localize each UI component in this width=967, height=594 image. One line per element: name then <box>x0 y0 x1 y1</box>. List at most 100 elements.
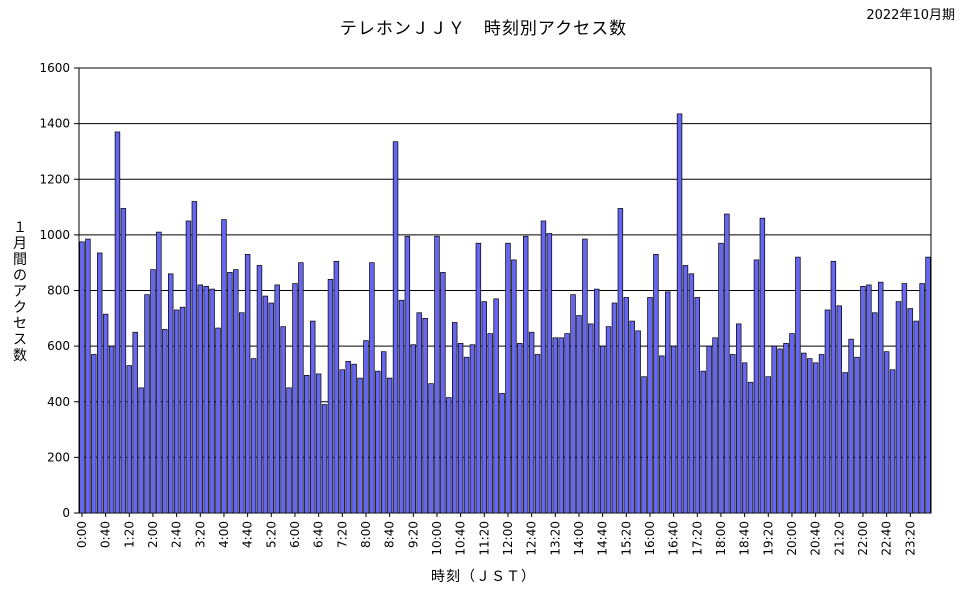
bar <box>747 381 754 514</box>
bar <box>250 358 257 514</box>
bar <box>434 235 440 514</box>
x-tick-label: 19:20 <box>761 521 775 556</box>
bar <box>889 369 896 514</box>
bar <box>262 295 269 514</box>
bar <box>593 288 600 514</box>
bar <box>528 331 535 514</box>
bar <box>179 306 186 514</box>
bar <box>552 337 559 514</box>
bar <box>102 313 109 514</box>
bar <box>664 291 671 514</box>
bar <box>759 217 766 514</box>
bar <box>274 284 280 514</box>
bar <box>114 131 121 514</box>
bar <box>315 373 322 514</box>
bar <box>469 344 476 514</box>
x-tick-label: 1:20 <box>122 521 136 548</box>
bar <box>511 259 517 514</box>
bar <box>96 252 103 514</box>
bar <box>173 309 180 514</box>
x-tick-label: 14:00 <box>572 521 586 556</box>
bar <box>132 331 138 514</box>
bar <box>854 356 860 514</box>
bar <box>830 260 837 514</box>
bar <box>641 376 647 514</box>
chart-title: テレホンＪＪＹ 時刻別アクセス数 <box>339 19 628 39</box>
x-tick-label: 2:00 <box>146 521 160 548</box>
bar <box>765 376 772 514</box>
bar <box>386 377 393 514</box>
bar <box>907 308 914 514</box>
bar <box>446 397 452 514</box>
bar <box>836 305 843 514</box>
bar <box>475 242 482 514</box>
x-tick-label: 13:20 <box>548 521 562 556</box>
bar <box>422 317 428 514</box>
x-tick-label: 18:00 <box>714 521 728 556</box>
x-tick-label: 3:20 <box>193 521 207 548</box>
bar <box>162 329 168 514</box>
bar <box>227 272 233 514</box>
bar <box>440 272 446 514</box>
bar <box>913 320 919 514</box>
bar <box>635 330 641 514</box>
bar <box>653 253 659 514</box>
x-tick-label: 16:40 <box>667 521 681 556</box>
bar <box>919 283 925 514</box>
bar <box>292 283 298 514</box>
bar <box>694 297 701 514</box>
x-tick-label: 17:20 <box>690 521 704 556</box>
bar <box>191 201 198 514</box>
bar <box>327 279 334 514</box>
bar <box>481 301 488 514</box>
bar <box>298 262 304 514</box>
bar <box>85 238 91 514</box>
bar <box>238 312 245 514</box>
bar <box>505 242 511 514</box>
bar <box>108 345 115 514</box>
bar <box>268 302 275 514</box>
bar <box>629 320 635 514</box>
bar <box>925 256 931 514</box>
bar <box>877 281 884 514</box>
bar <box>534 354 541 514</box>
bar <box>540 220 547 514</box>
x-tick-label: 2:40 <box>170 521 184 548</box>
bar <box>392 141 399 514</box>
bar <box>706 345 712 514</box>
bar <box>700 370 706 514</box>
bar <box>156 231 162 514</box>
bar <box>286 387 292 514</box>
bar <box>256 265 263 514</box>
bar <box>457 342 464 514</box>
bar <box>712 337 718 514</box>
bar <box>659 355 665 514</box>
bar <box>582 238 588 514</box>
bar <box>209 288 215 514</box>
bar <box>883 351 890 514</box>
bar <box>866 284 872 514</box>
bar <box>558 337 564 514</box>
x-tick-label: 0:00 <box>75 521 89 548</box>
bar <box>369 262 375 514</box>
x-tick-label: 0:40 <box>99 521 113 548</box>
x-tick-label: 6:00 <box>288 521 302 548</box>
bar <box>91 354 97 514</box>
bar <box>138 387 144 514</box>
bar <box>144 294 150 514</box>
bar <box>546 233 553 514</box>
y-tick-label: 1400 <box>39 117 70 131</box>
bar <box>682 265 689 514</box>
bar <box>185 220 192 514</box>
bar <box>617 208 624 514</box>
bar <box>375 370 381 514</box>
bar <box>487 333 493 514</box>
y-tick-label: 0 <box>62 506 70 520</box>
chart-period: 2022年10月期 <box>866 8 955 23</box>
bar <box>463 356 470 514</box>
bar <box>599 345 606 514</box>
x-tick-label: 15:20 <box>619 521 633 556</box>
bar <box>120 208 127 514</box>
x-tick-label: 12:00 <box>501 521 515 556</box>
